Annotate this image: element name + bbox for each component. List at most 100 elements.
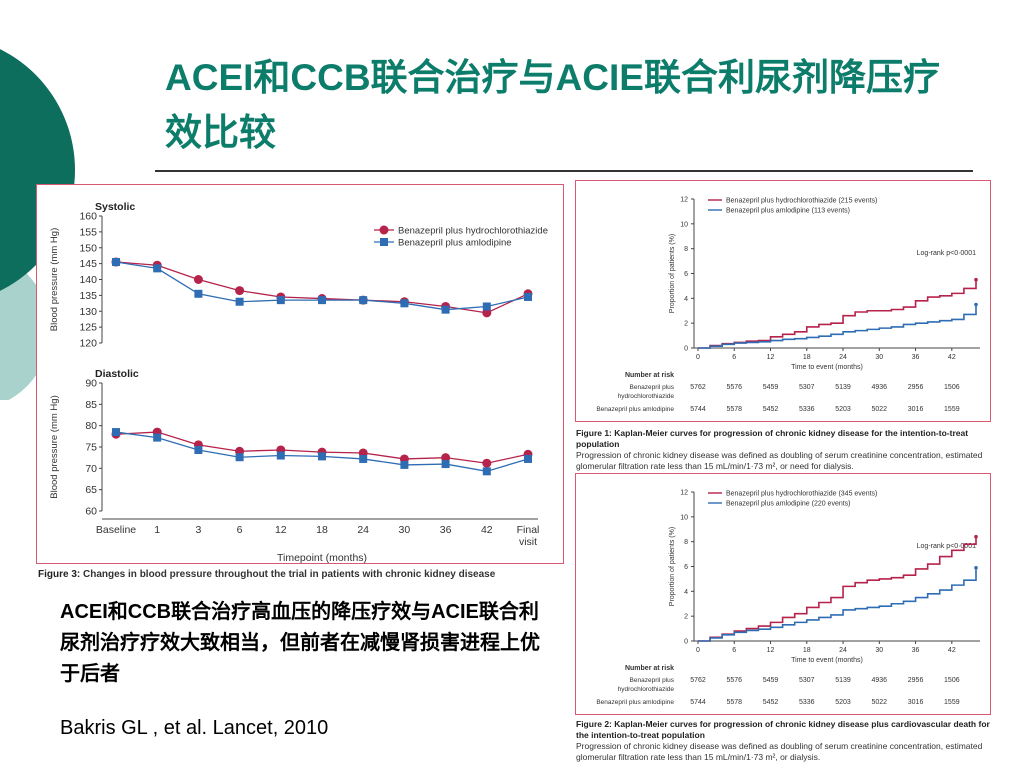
blood-pressure-figure: 120 125 130 135 140 145 150 155 160 Systolic Blood… [36, 184, 564, 564]
x-tick-label: 6 [237, 524, 243, 536]
x-tick-label: 36 [440, 524, 452, 536]
slide-title: ACEI和CCB联合治疗与ACIE联合利尿剂降压疗效比较 [165, 57, 940, 153]
data-point-1 [153, 264, 162, 273]
log-rank-annotation: Log-rank p<0·0001 [917, 250, 976, 257]
x-tick-label: 36 [912, 647, 920, 654]
y-axis-label: Blood pressure (mm Hg) [49, 228, 60, 331]
risk-row-label: Benazepril plus [630, 384, 675, 391]
km-figure-2: 0 2 4 6 8 10 12 0 6 12 18 24 30 36 42 Time to event (mo… [575, 473, 991, 715]
x-tick-label: 30 [875, 647, 883, 654]
km-curve-1 [698, 304, 977, 349]
data-point-1 [235, 297, 244, 306]
y-axis-label: Blood pressure (mm Hg) [49, 395, 60, 498]
km-curve-end-1 [974, 302, 978, 307]
legend-label: Benazepril plus amlodipine [398, 238, 512, 249]
risk-cell: 5762 [690, 384, 706, 391]
data-point-0 [193, 275, 203, 284]
data-point-1 [235, 453, 244, 462]
y-tick-label: 160 [79, 211, 97, 223]
risk-cell: 5022 [872, 406, 888, 413]
panel-title: Systolic [95, 201, 135, 213]
y-tick-label: 75 [85, 442, 97, 454]
risk-cell: 4936 [872, 677, 888, 684]
data-point-0 [441, 453, 451, 463]
y-tick-label: 4 [684, 589, 688, 596]
legend-marker [379, 225, 389, 235]
y-tick-label: 12 [680, 197, 688, 204]
blood-pressure-chart: 120125130135140145150155160SystolicBlood… [49, 201, 548, 564]
y-tick-label: 0 [684, 639, 688, 646]
data-point-1 [318, 452, 326, 461]
data-point-1 [359, 454, 368, 463]
x-tick-label: 42 [948, 647, 956, 654]
citation: Bakris GL , et al. Lancet, 2010 [60, 717, 329, 739]
risk-cell: 5576 [726, 677, 742, 684]
title-divider [155, 170, 973, 172]
x-tick-label: 42 [948, 354, 956, 361]
risk-cell: 5139 [835, 677, 851, 684]
y-tick-label: 120 [79, 338, 97, 350]
x-tick-label: 18 [803, 647, 811, 654]
y-tick-label: 6 [684, 271, 688, 278]
y-tick-label: 6 [684, 564, 688, 571]
risk-table-header: Number at risk [625, 665, 674, 672]
figure1-caption-head: Figure 1: Kaplan-Meier curves for progre… [576, 428, 996, 450]
x-tick-label: 1 [154, 524, 160, 536]
risk-cell: 5452 [763, 406, 779, 413]
y-tick-label: 85 [85, 399, 97, 411]
y-tick-label: 145 [79, 258, 97, 270]
figure2-label: Figure 2: [576, 719, 612, 729]
risk-cell: 5139 [835, 384, 851, 391]
risk-cell: 5744 [690, 699, 706, 706]
x-axis-label: Time to event (months) [791, 657, 863, 664]
summary-text: ACEI和CCB联合治疗高血压的降压疗效与ACIE联合利尿剂治疗疗效大致相当，但… [60, 601, 540, 685]
risk-row-label: Benazepril plus [630, 677, 675, 684]
figure3-label: Figure 3: [38, 569, 81, 580]
data-point-1 [276, 451, 285, 460]
figure2-caption-body: Progression of chronic kidney disease wa… [576, 741, 983, 762]
x-tick-label: 6 [732, 354, 736, 361]
x-tick-label: 30 [399, 524, 411, 536]
km-curve-end-0 [974, 534, 978, 539]
figure1-caption-body: Progression of chronic kidney disease wa… [576, 450, 983, 471]
x-tick-label: 24 [357, 524, 369, 536]
data-point-1 [482, 302, 491, 311]
legend-label: Benazepril plus hydrochlorothiazide [398, 226, 548, 237]
x-tick-label: 24 [839, 354, 847, 361]
risk-cell: 5762 [690, 677, 706, 684]
data-point-1 [524, 454, 532, 463]
panel-title: Diastolic [95, 368, 139, 380]
data-point-0 [482, 458, 492, 468]
figure3-text: Changes in blood pressure throughout the… [83, 569, 496, 580]
risk-cell: 5459 [763, 677, 779, 684]
x-tick-label: 18 [803, 354, 811, 361]
km-curve-1 [698, 567, 977, 642]
x-tick-label: 42 [481, 524, 493, 536]
data-point-1 [524, 292, 532, 301]
data-point-0 [482, 308, 492, 318]
risk-cell: 2956 [908, 677, 924, 684]
y-tick-label: 0 [684, 346, 688, 353]
y-tick-label: 10 [680, 514, 688, 521]
y-tick-label: 90 [85, 378, 97, 390]
y-tick-label: 150 [79, 242, 97, 254]
risk-cell: 5307 [799, 384, 815, 391]
x-tick-label: 18 [316, 524, 328, 536]
risk-cell: 5578 [726, 406, 742, 413]
km-curve-0 [698, 536, 977, 642]
legend-label: Benazepril plus amlodipine (113 events) [726, 208, 850, 215]
data-point-1 [441, 460, 450, 469]
x-tick-label: 36 [912, 354, 920, 361]
x-tick-label: Baseline [96, 524, 136, 536]
legend-label: Benazepril plus hydrochlorothiazide (345… [726, 491, 877, 498]
figure1-caption: Figure 1: Kaplan-Meier curves for progre… [576, 428, 996, 472]
risk-cell: 5452 [763, 699, 779, 706]
y-tick-label: 60 [85, 506, 97, 518]
data-point-1 [441, 305, 450, 314]
figure2-caption: Figure 2: Kaplan-Meier curves for progre… [576, 719, 996, 763]
figure3-caption: Figure 3: Changes in blood pressure thro… [38, 569, 578, 580]
y-tick-label: 125 [79, 322, 97, 334]
km-figure-1: 0 2 4 6 8 10 12 0 6 12 18 24 30 36 42 Time to event (mo… [575, 180, 991, 422]
